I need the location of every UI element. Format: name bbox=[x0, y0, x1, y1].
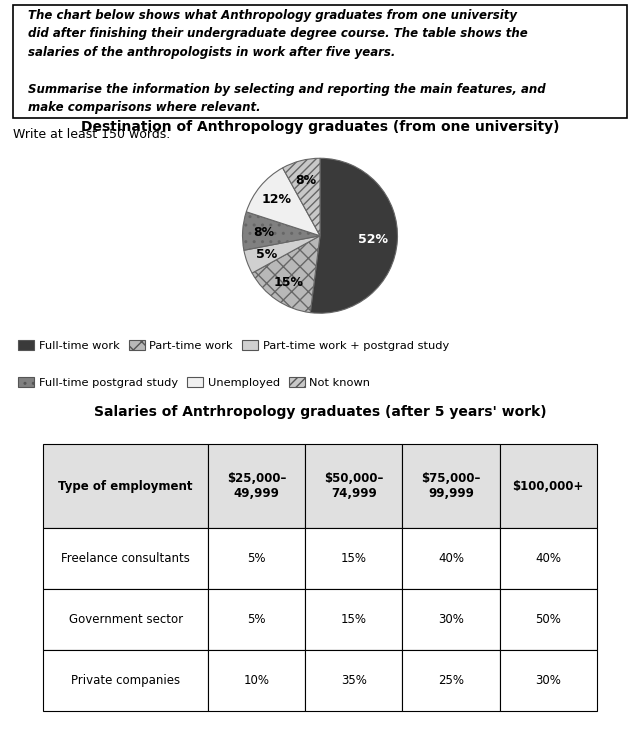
Text: 8%: 8% bbox=[253, 226, 274, 239]
Text: Salaries of Antrhropology graduates (after 5 years' work): Salaries of Antrhropology graduates (aft… bbox=[93, 405, 547, 420]
FancyBboxPatch shape bbox=[13, 5, 627, 118]
Wedge shape bbox=[283, 158, 320, 235]
Wedge shape bbox=[310, 158, 397, 313]
Text: 15%: 15% bbox=[273, 276, 303, 289]
Wedge shape bbox=[246, 168, 320, 235]
Text: 52%: 52% bbox=[358, 232, 388, 246]
Wedge shape bbox=[243, 212, 320, 250]
Legend: Full-time postgrad study, Unemployed, Not known: Full-time postgrad study, Unemployed, No… bbox=[19, 377, 371, 388]
Wedge shape bbox=[252, 235, 320, 313]
Text: 8%: 8% bbox=[296, 175, 317, 187]
Text: 12%: 12% bbox=[261, 193, 291, 206]
Text: 5%: 5% bbox=[256, 249, 277, 262]
Text: Write at least 150 words.: Write at least 150 words. bbox=[13, 128, 170, 140]
Wedge shape bbox=[244, 235, 320, 273]
Text: The chart below shows what Anthropology graduates from one university
did after : The chart below shows what Anthropology … bbox=[28, 9, 546, 114]
Title: Destination of Anthropology graduates (from one university): Destination of Anthropology graduates (f… bbox=[81, 120, 559, 134]
